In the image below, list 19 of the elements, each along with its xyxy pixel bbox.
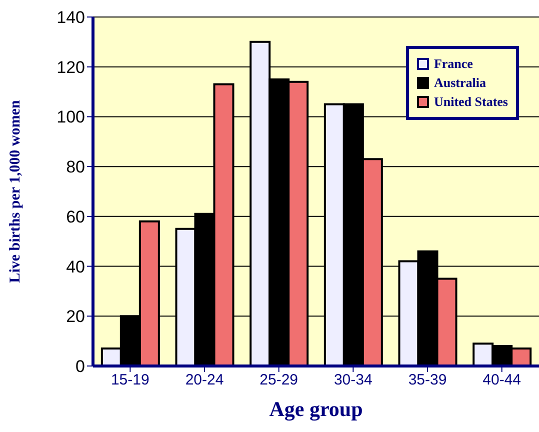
x-tick-label: 20-24: [185, 372, 224, 389]
y-tick-label: 20: [66, 307, 85, 326]
x-tick-label: 25-29: [260, 372, 298, 389]
x-axis-title: Age group: [269, 397, 363, 421]
legend-label: France: [434, 56, 473, 72]
y-tick-label: 120: [56, 58, 85, 77]
legend-label: Australia: [434, 75, 486, 91]
y-tick-label: 40: [66, 257, 85, 276]
y-tick-label: 140: [56, 8, 85, 28]
y-tick-label: 60: [66, 207, 85, 226]
y-axis-title: Live births per 1,000 women: [7, 100, 24, 283]
x-tick-label: 30-34: [334, 372, 372, 389]
x-tick-label: 35-39: [408, 372, 447, 389]
y-tick-label: 0: [76, 357, 85, 376]
legend-label: United States: [434, 94, 508, 110]
y-tick-label: 100: [56, 108, 85, 127]
x-tick-label: 40-44: [482, 372, 522, 389]
x-tick-label: 15-19: [110, 372, 150, 389]
y-tick-label: 80: [66, 158, 85, 177]
